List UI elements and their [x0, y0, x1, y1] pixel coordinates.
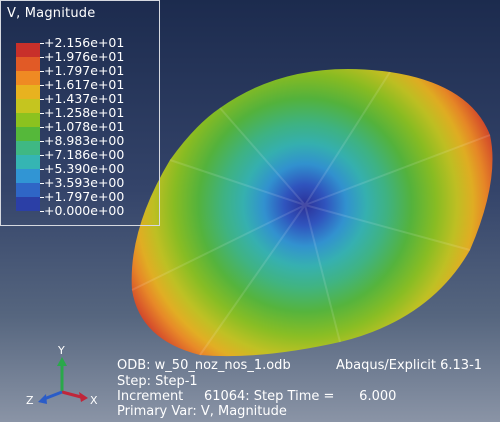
legend-tick — [40, 43, 44, 44]
legend-swatch — [16, 113, 40, 127]
legend-label: +0.000e+00 — [44, 203, 125, 218]
legend-tick — [40, 99, 44, 100]
z-axis-label: Z — [26, 394, 34, 407]
legend-label: +5.390e+00 — [44, 161, 125, 176]
legend-tick — [40, 197, 44, 198]
legend-color-scale — [16, 43, 40, 211]
legend-swatch — [16, 85, 40, 99]
legend-swatch — [16, 71, 40, 85]
legend-title: V, Magnitude — [7, 6, 96, 21]
legend-tick — [40, 85, 44, 86]
z-axis-arrowhead — [38, 394, 47, 404]
legend-label: +8.983e+00 — [44, 133, 125, 148]
legend-label: +2.156e+01 — [44, 35, 125, 50]
legend-swatch — [16, 141, 40, 155]
legend-panel: V, Magnitude +2.156e+01 +1.976e+01 +1.797e… — [0, 0, 160, 226]
legend-swatch — [16, 155, 40, 169]
axis-triad: Y X Z — [26, 344, 98, 407]
legend-swatch — [16, 169, 40, 183]
legend-tick — [40, 57, 44, 58]
legend-tick — [40, 211, 44, 212]
legend-tick — [40, 127, 44, 128]
x-axis-arrow — [61, 390, 82, 399]
step-line: Step: Step-1 — [117, 374, 198, 389]
legend-tick — [40, 113, 44, 114]
legend-swatch — [16, 183, 40, 197]
legend-swatch — [16, 43, 40, 57]
x-axis-arrowhead — [79, 392, 88, 402]
legend-label: +1.078e+01 — [44, 119, 125, 134]
legend-tick — [40, 71, 44, 72]
legend-label: +1.258e+01 — [44, 105, 125, 120]
legend-tick — [40, 141, 44, 142]
y-axis-label: Y — [57, 344, 65, 357]
legend-swatch — [16, 127, 40, 141]
legend-swatch — [16, 57, 40, 71]
odb-label: ODB: w_50_noz_nos_1.odb — [117, 358, 291, 373]
legend-tick — [40, 183, 44, 184]
legend-swatch — [16, 197, 40, 211]
increment-line: Increment 61064: Step Time = 6.000 — [117, 389, 397, 404]
legend-label: +1.797e+00 — [44, 189, 125, 204]
legend-label: +1.797e+01 — [44, 63, 125, 78]
legend-tick — [40, 155, 44, 156]
legend-tick — [40, 169, 44, 170]
y-axis-arrowhead — [57, 357, 67, 366]
legend-label: +1.976e+01 — [44, 49, 125, 64]
legend-label: +3.593e+00 — [44, 175, 125, 190]
primary-var-line: Primary Var: V, Magnitude — [117, 404, 287, 419]
legend-label: +1.617e+01 — [44, 77, 125, 92]
x-axis-label: X — [90, 394, 98, 407]
legend-swatch — [16, 99, 40, 113]
legend-label: +1.437e+01 — [44, 91, 125, 106]
z-axis-arrow — [43, 390, 63, 401]
legend-label: +7.186e+00 — [44, 147, 125, 162]
solver-label: Abaqus/Explicit 6.13-1 — [336, 358, 483, 373]
deformed-body — [131, 68, 493, 357]
mesh-facet-shading — [131, 71, 491, 356]
